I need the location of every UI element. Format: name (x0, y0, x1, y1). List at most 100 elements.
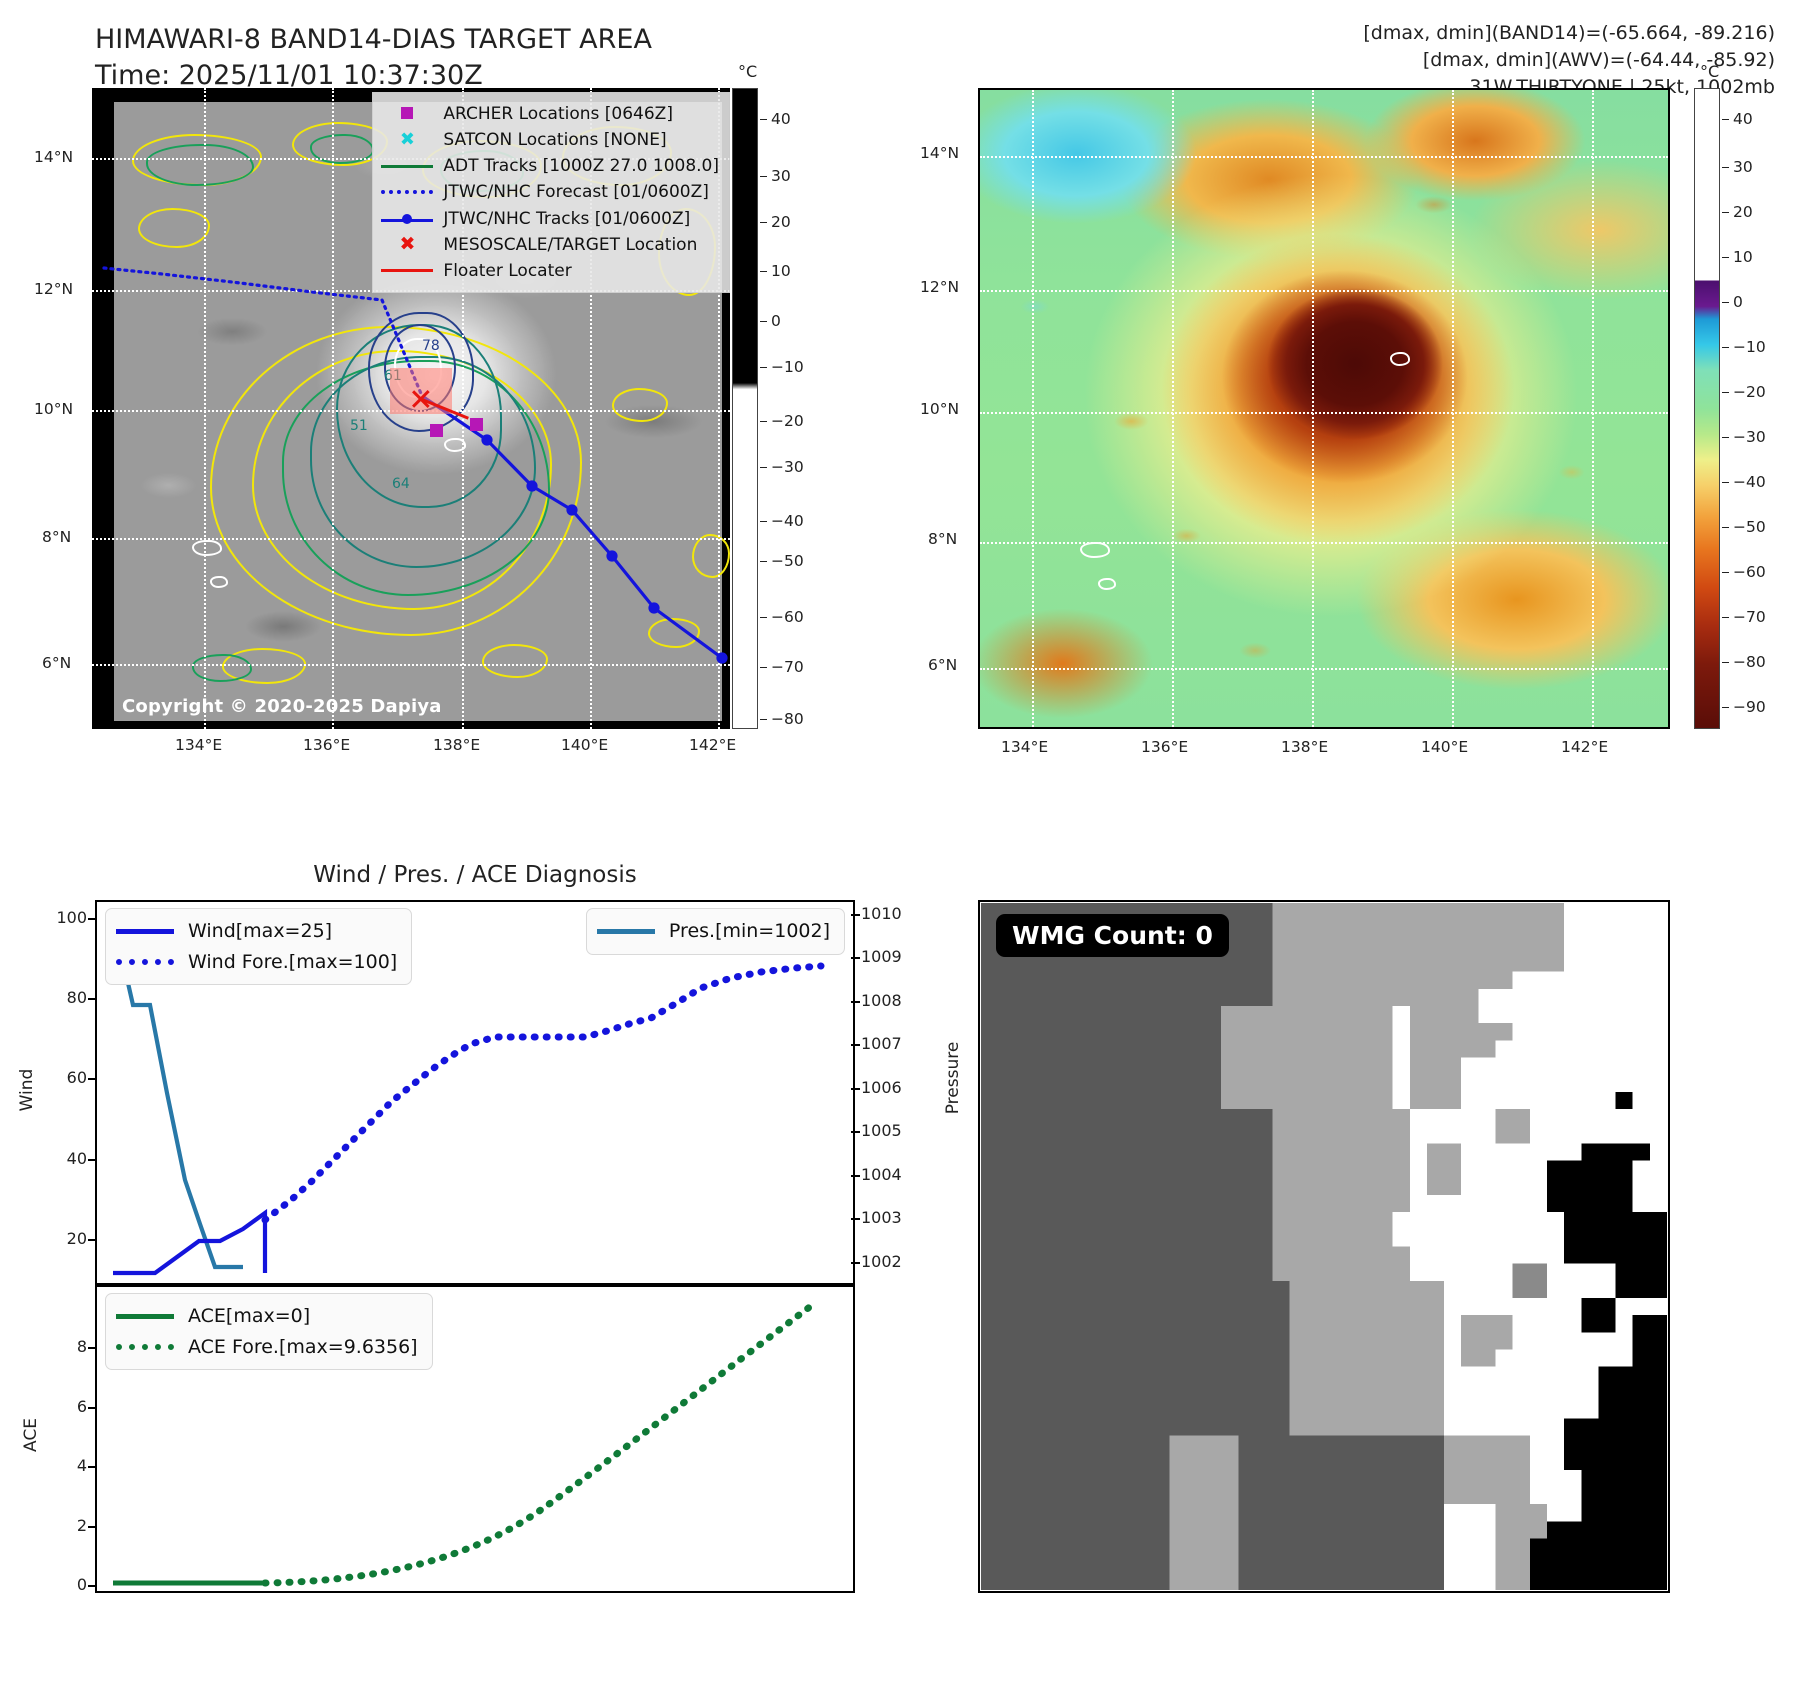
pressure-legend-label: Pres.[min=1002] (668, 920, 830, 942)
legend-label-mesoscale: MESOSCALE/TARGET Location (443, 234, 698, 255)
ir-ytick-8N: 8°N (42, 528, 72, 546)
archer-location-marker-2 (470, 418, 483, 431)
awv-cbar-tick-m80: −80 (1722, 653, 1766, 671)
pressure-ytick-1002: 1002 (851, 1252, 921, 1271)
awv-satellite-panel[interactable]: 14°N 12°N 10°N 8°N 6°N 134°E 136°E 138°E… (920, 88, 1670, 756)
awv-gridline-lat-12N (980, 290, 1668, 292)
legend-label-jtwc-tracks: JTWC/NHC Tracks [01/0600Z] (443, 208, 691, 229)
ir-image: 78 61 51 64 ARCHER Locations [0646Z] (92, 88, 730, 729)
awv-colorbar[interactable] (1694, 88, 1720, 729)
wind-pressure-chart[interactable]: 100 80 60 40 20 Wind 1010 1009 1008 1007… (17, 900, 963, 1285)
wind-legend: Wind[max=25] Wind Fore.[max=100] (105, 908, 413, 985)
gridline-lon-134E (204, 88, 206, 729)
awv-gridline-lat-10N (980, 412, 1668, 414)
awv-island-outline-1 (1080, 542, 1110, 558)
legend-label-archer: ARCHER Locations [0646Z] (443, 104, 673, 124)
ace-legend: ACE[max=0] ACE Fore.[max=9.6356] (105, 1293, 433, 1370)
wmg-frame (978, 900, 1670, 1593)
contour-yellow-s4 (648, 618, 700, 648)
awv-gridline-lon-136E (1172, 90, 1174, 727)
wind-observed-line (113, 1208, 268, 1276)
ir-cbar-tick-m10: −10 (760, 358, 804, 376)
ir-xtick-134E: 134°E (175, 736, 223, 754)
ir-legend: ARCHER Locations [0646Z] ✖ SATCON Locati… (372, 92, 730, 293)
pressure-axis-label: Pressure (943, 1041, 963, 1115)
awv-cbar-tick-m10: −10 (1722, 338, 1766, 356)
pressure-ytick-1008: 1008 (851, 991, 921, 1010)
ir-ytick-10N: 10°N (34, 400, 74, 418)
ace-dotted-line-icon (116, 1332, 188, 1363)
ace-ytick-2: 2 (43, 1516, 97, 1535)
pressure-ytick-1006: 1006 (851, 1078, 921, 1097)
ir-cbar-tick-m20: −20 (760, 412, 804, 430)
awv-gridline-lat-8N (980, 542, 1668, 544)
awv-frame (978, 88, 1670, 729)
awv-gridline-lat-14N (980, 156, 1668, 158)
ace-legend-label-forecast: ACE Fore.[max=9.6356] (188, 1335, 418, 1358)
awv-cbar-tick-m50: −50 (1722, 518, 1766, 536)
ir-colorbar[interactable] (732, 88, 758, 729)
awv-cbar-tick-m90: −90 (1722, 698, 1766, 716)
legend-row-adt: ADT Tracks [1000Z 27.0 1008.0] (381, 153, 719, 179)
ir-cbar-tick-m60: −60 (760, 608, 804, 626)
contour-yellow-s3 (692, 534, 730, 578)
ir-ytick-12N: 12°N (34, 280, 74, 298)
awv-xtick-134E: 134°E (1001, 738, 1049, 756)
ace-ytick-6: 6 (43, 1397, 97, 1416)
gridline-lon-136E (332, 88, 334, 729)
ir-cbar-tick-10: 10 (760, 262, 791, 280)
awv-cbar-tick-20: 20 (1722, 203, 1753, 221)
pressure-legend: Pres.[min=1002] (585, 908, 845, 955)
red-x-icon: ✖ (399, 232, 416, 255)
legend-row-floater: Floater Locater (381, 258, 719, 284)
copyright-notice: Copyright © 2020-2025 Dapiya (122, 696, 442, 717)
awv-cbar-tick-0: 0 (1722, 293, 1743, 311)
legend-row-mesoscale: ✖ MESOSCALE/TARGET Location (381, 232, 719, 258)
wind-ytick-80: 80 (43, 988, 97, 1007)
ace-axis-label: ACE (21, 1418, 41, 1452)
ace-legend-row-observed: ACE[max=0] (116, 1301, 418, 1332)
ace-ytick-8: 8 (43, 1337, 97, 1356)
magenta-square-icon (381, 101, 443, 127)
wmg-mask-panel[interactable]: WMG Count: 0 (978, 900, 1670, 1593)
ir-cbar-tick-m80: −80 (760, 710, 804, 728)
pressure-ytick-1004: 1004 (851, 1165, 921, 1184)
ir-satellite-panel[interactable]: 78 61 51 64 ARCHER Locations [0646Z] (34, 88, 736, 754)
legend-row-satcon: ✖ SATCON Locations [NONE] (381, 127, 719, 153)
wind-axis-label: Wind (17, 1068, 37, 1112)
wind-ytick-60: 60 (43, 1068, 97, 1087)
page-title: HIMAWARI-8 BAND14-DIAS TARGET AREA Time:… (95, 24, 652, 92)
island-outline-1 (192, 540, 222, 556)
awv-cloud-texture (980, 90, 1668, 727)
wind-panel-title: Wind / Pres. / ACE Diagnosis (313, 862, 637, 888)
ir-cbar-tick-30: 30 (760, 167, 791, 185)
legend-label-floater: Floater Locater (443, 260, 572, 281)
pressure-ytick-1003: 1003 (851, 1208, 921, 1227)
awv-island-outline-2 (1098, 578, 1116, 590)
mesoscale-target-marker (410, 388, 432, 410)
ir-ytick-14N: 14°N (34, 148, 74, 166)
wind-forecast-line (261, 962, 825, 1224)
awv-cbar-tick-10: 10 (1722, 248, 1753, 266)
island-outline-2 (210, 576, 228, 588)
awv-cbar-tick-40: 40 (1722, 110, 1753, 128)
ir-cbar-tick-40: 40 (760, 110, 791, 128)
wmg-tile-grid (981, 903, 1667, 1590)
legend-row-jtwc-forecast: JTWC/NHC Forecast [01/0600Z] (381, 179, 719, 205)
awv-cbar-tick-m20: −20 (1722, 383, 1766, 401)
legend-row-jtwc-tracks: JTWC/NHC Tracks [01/0600Z] (381, 206, 719, 232)
pressure-ytick-1007: 1007 (851, 1034, 921, 1053)
gridline-lon-142E (718, 88, 720, 729)
wmg-count-badge: WMG Count: 0 (996, 914, 1229, 957)
pressure-legend-row: Pres.[min=1002] (596, 916, 830, 947)
ir-cbar-tick-m50: −50 (760, 552, 804, 570)
ace-solid-line-icon (116, 1301, 188, 1332)
awv-cbar-tick-m70: −70 (1722, 608, 1766, 626)
gridline-lat-6N (92, 664, 730, 666)
legend-label-adt: ADT Tracks [1000Z 27.0 1008.0] (443, 156, 719, 177)
ace-chart[interactable]: 8 6 4 2 0 ACE ACE[max=0] ACE Fore.[max=9… (21, 1285, 855, 1594)
legend-row-archer: ARCHER Locations [0646Z] (381, 101, 719, 127)
contour-navy-1 (368, 312, 474, 432)
ir-xtick-138E: 138°E (433, 736, 481, 754)
awv-cbar-tick-m60: −60 (1722, 563, 1766, 581)
